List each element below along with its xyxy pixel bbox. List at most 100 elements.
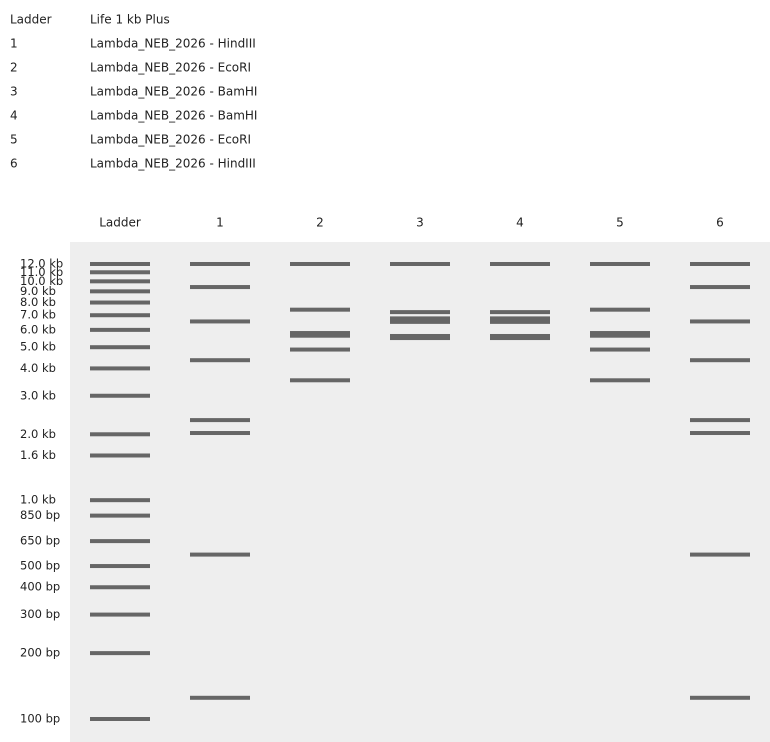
band: [690, 695, 750, 700]
ladder-size-label: 6.0 kb: [20, 322, 56, 336]
band: [490, 333, 550, 338]
band: [190, 431, 250, 436]
band: [90, 717, 150, 721]
band: [190, 285, 250, 290]
band: [190, 358, 250, 363]
legend-sample: Lambda_NEB_2026 - HindIII: [90, 157, 256, 171]
legend-lane: 5: [10, 133, 18, 147]
lane-label: 1: [216, 216, 224, 230]
band: [490, 336, 550, 341]
ladder-size-label: 4.0 kb: [20, 361, 56, 375]
ladder-size-label: 12.0 kb: [20, 257, 63, 271]
band: [690, 431, 750, 436]
band: [90, 498, 150, 503]
ladder-size-label: 5.0 kb: [20, 340, 56, 354]
band: [90, 366, 150, 371]
ladder-size-label: 1.0 kb: [20, 493, 56, 507]
band: [290, 262, 350, 266]
lane-label: 3: [416, 216, 424, 230]
band: [90, 270, 150, 275]
legend-lane: 4: [10, 109, 18, 123]
gel-background: [70, 242, 770, 742]
band: [90, 453, 150, 458]
legend-sample: Lambda_NEB_2026 - BamHI: [90, 109, 257, 123]
band: [690, 285, 750, 290]
band: [390, 319, 450, 324]
ladder-size-label: 100 bp: [20, 712, 60, 726]
lane-label: 4: [516, 216, 524, 230]
legend-lane: 2: [10, 61, 18, 75]
ladder-size-label: 9.0 kb: [20, 284, 56, 298]
band: [590, 378, 650, 383]
legend-sample: Lambda_NEB_2026 - HindIII: [90, 37, 256, 51]
ladder-size-label: 300 bp: [20, 607, 60, 621]
ladder-size-label: 200 bp: [20, 646, 60, 660]
ladder-size-label: 400 bp: [20, 580, 60, 594]
band: [690, 319, 750, 324]
ladder-size-label: 7.0 kb: [20, 308, 56, 322]
legend-sample: Lambda_NEB_2026 - EcoRI: [90, 61, 251, 75]
band: [690, 418, 750, 423]
lane-label: Ladder: [99, 216, 141, 230]
band: [90, 539, 150, 544]
band: [90, 612, 150, 617]
lane-label: 2: [316, 216, 324, 230]
legend-lane: 1: [10, 37, 18, 51]
band: [590, 347, 650, 352]
band: [90, 300, 150, 305]
legend-sample: Lambda_NEB_2026 - EcoRI: [90, 133, 251, 147]
band: [290, 333, 350, 338]
band: [490, 310, 550, 315]
band: [390, 336, 450, 341]
ladder-size-label: 1.6 kb: [20, 448, 56, 462]
band: [390, 316, 450, 321]
band: [90, 345, 150, 350]
ladder-size-label: 10.0 kb: [20, 274, 63, 288]
band: [390, 262, 450, 266]
band: [190, 552, 250, 557]
band: [690, 552, 750, 557]
band: [490, 316, 550, 321]
band: [190, 418, 250, 423]
band: [90, 564, 150, 569]
band: [690, 358, 750, 363]
band: [290, 378, 350, 383]
band: [190, 319, 250, 324]
ladder-size-label: 500 bp: [20, 559, 60, 573]
band: [290, 307, 350, 312]
legend-sample: Life 1 kb Plus: [90, 13, 170, 27]
band: [90, 651, 150, 656]
band: [590, 262, 650, 266]
band: [290, 347, 350, 352]
ladder-size-label: 3.0 kb: [20, 388, 56, 402]
band: [590, 333, 650, 338]
ladder-size-label: 650 bp: [20, 534, 60, 548]
band: [90, 585, 150, 590]
band: [90, 289, 150, 294]
legend-sample: Lambda_NEB_2026 - BamHI: [90, 85, 257, 99]
ladder-size-label: 11.0 kb: [20, 265, 63, 279]
band: [390, 333, 450, 338]
lane-label: 5: [616, 216, 624, 230]
ladder-size-label: 850 bp: [20, 508, 60, 522]
band: [190, 695, 250, 700]
band: [590, 331, 650, 336]
band: [90, 513, 150, 518]
band: [90, 262, 150, 266]
band: [690, 262, 750, 266]
band: [90, 393, 150, 398]
band: [90, 432, 150, 437]
legend-lane: 6: [10, 157, 18, 171]
band: [190, 262, 250, 266]
band: [490, 319, 550, 324]
lane-label: 6: [716, 216, 724, 230]
band: [90, 327, 150, 332]
legend-lane: 3: [10, 85, 18, 99]
band: [490, 262, 550, 266]
band: [290, 331, 350, 336]
band: [90, 279, 150, 284]
ladder-size-label: 2.0 kb: [20, 427, 56, 441]
band: [90, 313, 150, 318]
band: [590, 307, 650, 312]
